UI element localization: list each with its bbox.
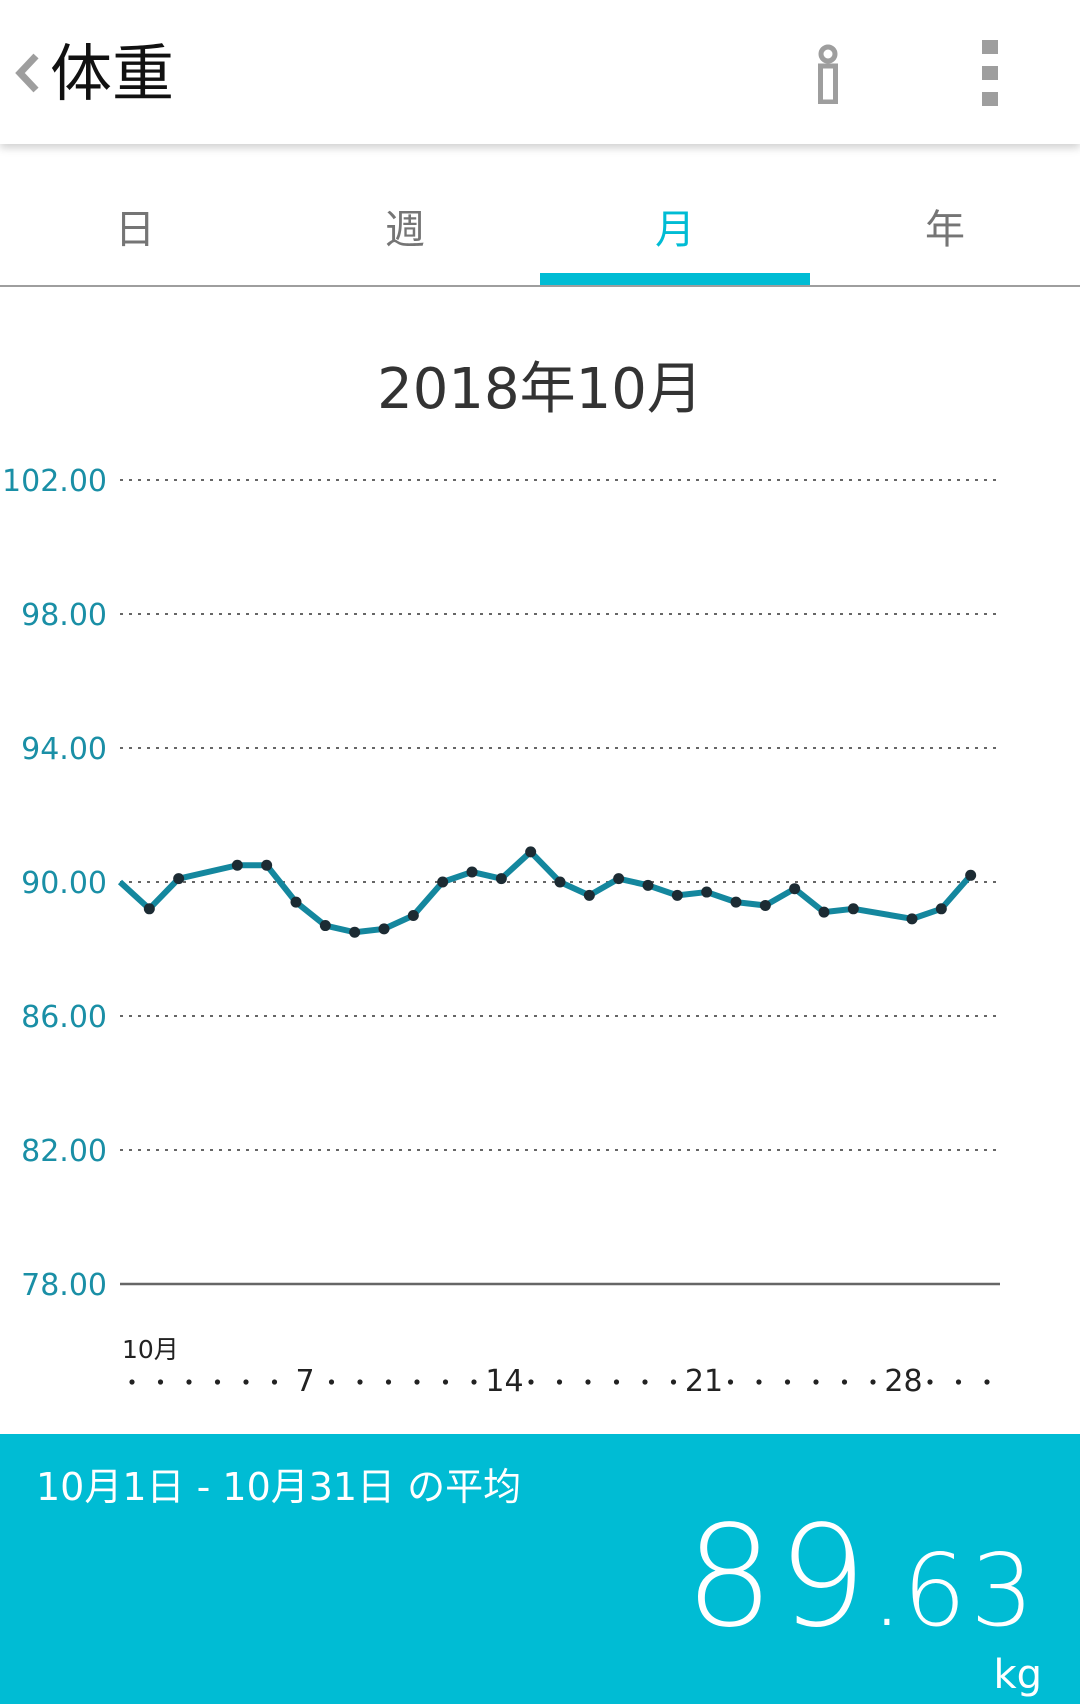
y-tick-label: 78.00 [21, 1268, 107, 1303]
x-day-dot [756, 1379, 762, 1385]
data-point [613, 873, 625, 885]
average-value-integer: 89 [684, 1496, 871, 1659]
x-tick-label: 7 [295, 1364, 314, 1399]
chevron-left-icon[interactable] [10, 48, 44, 98]
data-point [378, 923, 390, 935]
data-point [965, 869, 977, 881]
data-point [231, 859, 243, 871]
average-unit: kg [993, 1652, 1042, 1698]
x-day-dot [841, 1379, 848, 1385]
average-value: 89.63 [685, 1498, 1038, 1700]
data-point [906, 913, 918, 925]
x-day-dot [385, 1379, 392, 1385]
data-point [583, 889, 595, 901]
data-point [466, 866, 478, 878]
data-point [554, 876, 566, 888]
page-title: 体重 [50, 37, 175, 110]
x-day-dot [328, 1379, 335, 1385]
tab-month[interactable]: 月 [655, 207, 695, 253]
x-day-dot [955, 1379, 962, 1385]
data-point [642, 879, 654, 891]
x-day-dot [442, 1379, 449, 1385]
data-point [935, 903, 947, 915]
y-tick-label: 90.00 [21, 866, 107, 901]
tab-day[interactable]: 日 [115, 207, 155, 253]
y-tick-label: 82.00 [21, 1134, 107, 1169]
x-day-dot [214, 1379, 221, 1385]
data-point [759, 899, 771, 911]
data-point [789, 883, 801, 895]
y-tick-label: 86.00 [21, 1000, 107, 1035]
period-tabs: 日 週 月 年 [0, 150, 1080, 287]
x-day-dot [984, 1379, 990, 1385]
data-point [730, 896, 742, 908]
average-summary: 10月1日 - 10月31日 の平均 89.63 kg [0, 1434, 1080, 1704]
average-value-decimal: 63 [902, 1532, 1038, 1649]
x-tick-label: 21 [685, 1364, 723, 1399]
app-bar: 体重 [0, 0, 1080, 144]
x-day-dot [471, 1379, 477, 1385]
x-tick-label: 28 [884, 1364, 922, 1399]
x-day-dot [927, 1379, 933, 1385]
period-title: 2018年10月 [377, 357, 703, 422]
y-tick-label: 102.00 [2, 464, 107, 499]
average-range-label: 10月1日 - 10月31日 の平均 [36, 1465, 522, 1509]
weight-line-chart: 102.00 98.00 94.00 90.00 86.00 82.00 78.00 10月 7… [2, 464, 1000, 1399]
x-day-dot [243, 1379, 249, 1385]
data-point [407, 910, 419, 921]
x-day-dot [642, 1379, 648, 1385]
y-tick-label: 98.00 [21, 598, 107, 633]
info-icon[interactable] [812, 44, 844, 104]
x-day-dot [528, 1379, 534, 1385]
data-point [173, 873, 185, 885]
y-tick-label: 94.00 [21, 732, 107, 767]
data-point [261, 859, 273, 871]
x-day-dot [556, 1379, 563, 1385]
data-point [847, 903, 859, 915]
x-day-dot [157, 1379, 164, 1385]
x-month-label: 10月 [122, 1335, 179, 1364]
series-line [117, 848, 973, 936]
x-day-dot [784, 1379, 791, 1385]
data-point [290, 896, 302, 908]
tab-indicator [540, 273, 810, 285]
data-point [319, 920, 331, 932]
x-day-dot [670, 1379, 677, 1385]
tab-year[interactable]: 年 [925, 207, 965, 253]
x-day-dot [414, 1379, 420, 1385]
x-day-dot [271, 1379, 278, 1385]
x-day-dot [613, 1379, 620, 1385]
x-tick-label: 14 [485, 1364, 523, 1399]
x-day-dot [129, 1379, 135, 1385]
data-point [525, 846, 537, 858]
data-point [143, 903, 155, 915]
average-value-separator: . [870, 1532, 903, 1649]
data-point [437, 876, 449, 888]
data-point [349, 926, 361, 938]
x-day-dot [585, 1379, 591, 1385]
tab-week[interactable]: 週 [385, 207, 425, 253]
more-vert-icon[interactable] [982, 40, 1010, 106]
x-day-dot [727, 1379, 734, 1385]
data-point [671, 889, 683, 901]
x-day-dot [813, 1379, 819, 1385]
x-day-dot [357, 1379, 363, 1385]
x-day-dot [186, 1379, 192, 1385]
data-point [495, 873, 507, 885]
x-day-dot [870, 1379, 876, 1385]
data-point [818, 906, 830, 918]
data-point [701, 886, 713, 898]
